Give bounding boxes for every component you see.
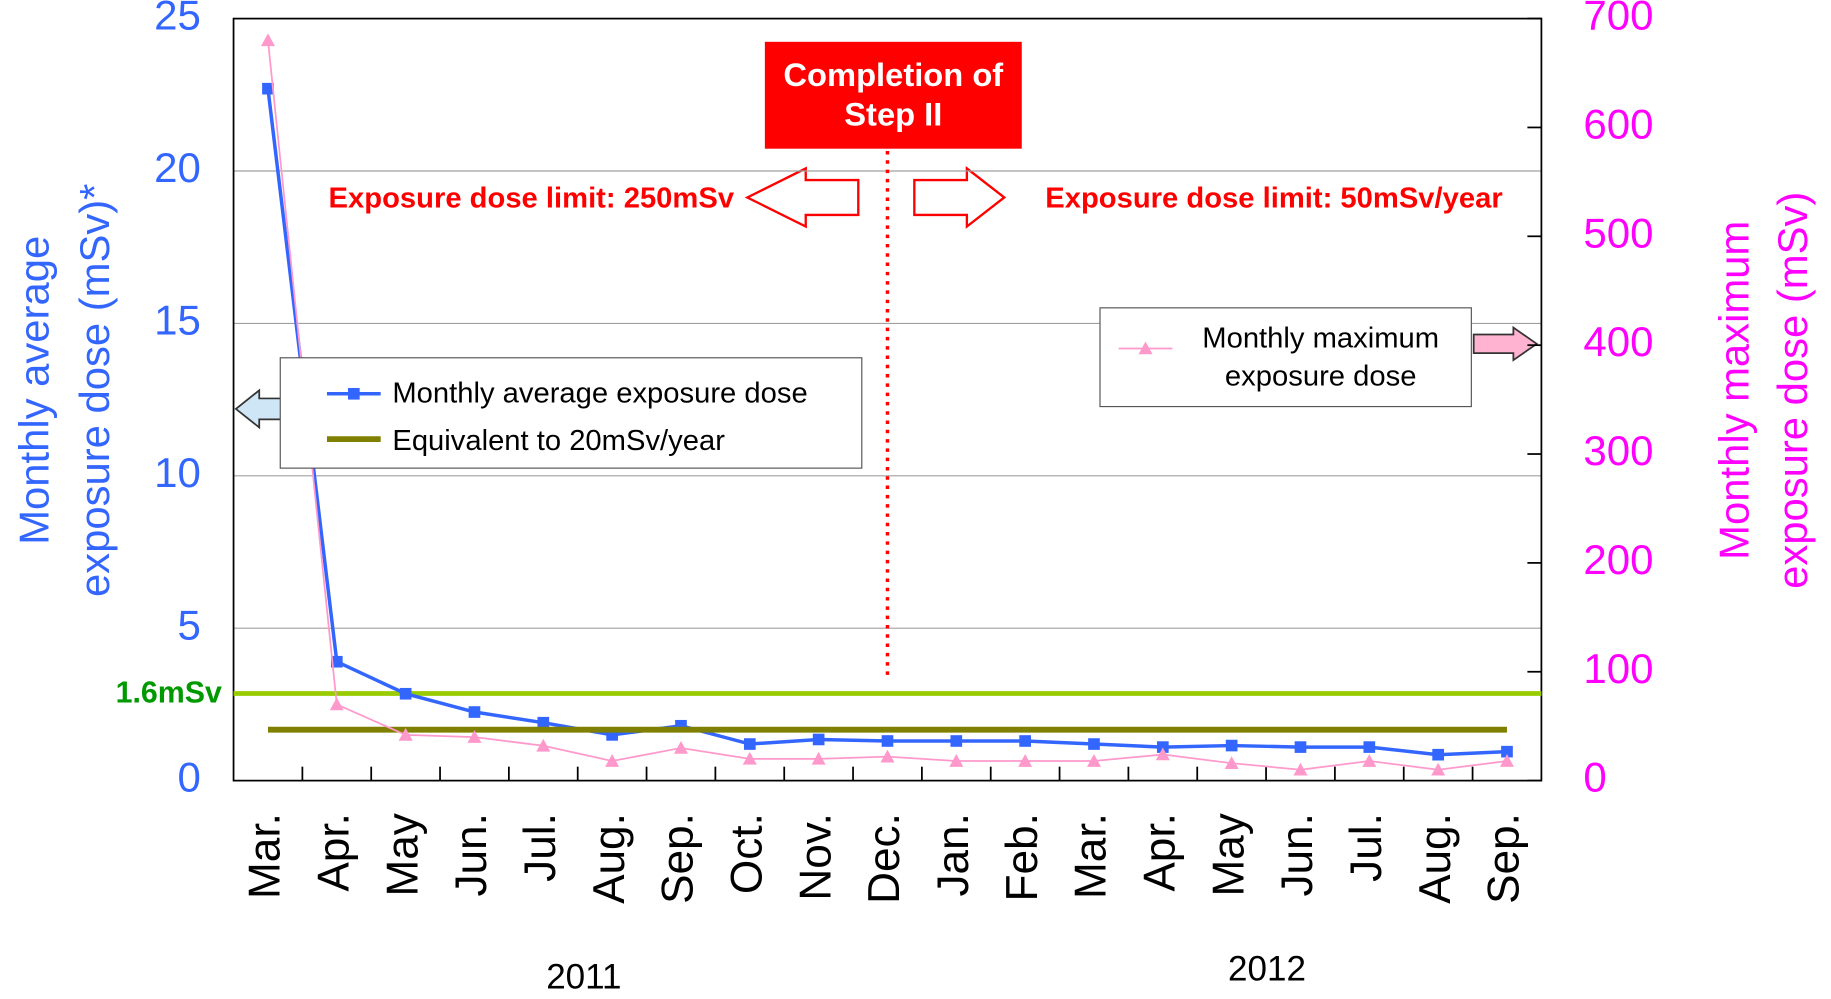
x-tick-label: Apr.	[1135, 813, 1184, 892]
marker	[1155, 747, 1170, 761]
marker	[537, 716, 550, 729]
y2-axis-title: exposure dose (mSv)	[1769, 192, 1816, 589]
marker	[347, 387, 360, 400]
marker	[399, 687, 412, 700]
y2-tick-label: 200	[1583, 536, 1653, 583]
legend-label: Monthly average exposure dose	[392, 378, 807, 410]
marker	[673, 740, 688, 754]
year-label: 2012	[1228, 949, 1306, 988]
x-tick-label: May	[378, 812, 427, 896]
marker	[605, 754, 620, 767]
marker	[1501, 745, 1513, 758]
x-tick-label: Oct.	[722, 813, 771, 894]
legend-box	[1099, 307, 1472, 408]
marker	[606, 729, 618, 741]
x-tick-label: Mar.	[1067, 813, 1116, 899]
x-tick-label: Feb.	[998, 813, 1047, 901]
y2-tick-label: 0	[1583, 754, 1606, 801]
limit-before: Exposure dose limit: 250mSv	[329, 183, 735, 215]
marker	[1362, 754, 1377, 767]
marker	[811, 751, 826, 765]
year-label: 2011	[546, 958, 621, 997]
marker	[675, 719, 687, 732]
y-axis-title: Monthly average	[10, 236, 57, 545]
marker	[742, 751, 757, 765]
marker	[330, 655, 343, 668]
marker	[880, 749, 895, 763]
legend-label-box: Monthly maximum exposure dose	[1202, 321, 1440, 393]
x-tick-label: Jun.	[447, 813, 496, 896]
marker	[812, 733, 825, 746]
marker	[881, 735, 894, 747]
marker	[1432, 748, 1444, 761]
x-tick-label: Jul.	[1342, 813, 1391, 882]
marker	[950, 735, 963, 747]
marker	[949, 754, 964, 767]
legend-box	[279, 357, 863, 469]
marker	[260, 33, 275, 47]
marker	[329, 697, 344, 711]
x-tick-label: Nov.	[791, 813, 840, 900]
marker	[262, 82, 274, 95]
limit-after: Exposure dose limit: 50mSv/year	[1045, 183, 1502, 215]
legend-label: Equivalent to 20mSv/year	[392, 425, 725, 457]
marker	[398, 727, 413, 741]
marker	[1293, 762, 1308, 776]
x-tick-label: Mar.	[241, 813, 290, 899]
marker	[743, 738, 756, 750]
y-tick-label: 10	[154, 449, 201, 496]
marker	[1225, 739, 1238, 752]
marker	[1499, 754, 1514, 767]
marker	[1088, 738, 1100, 750]
marker	[1363, 741, 1376, 753]
reference-label: 1.6mSv	[116, 677, 222, 710]
x-tick-label: May	[1204, 812, 1253, 896]
marker	[1431, 762, 1446, 776]
x-tick-label: Aug.	[1411, 813, 1460, 904]
y-tick-label: 15	[154, 297, 201, 344]
y-tick-label: 0	[177, 754, 200, 801]
marker	[1294, 741, 1307, 753]
marker	[467, 730, 482, 743]
y-tick-label: 5	[177, 601, 200, 648]
marker	[1224, 756, 1239, 770]
y2-tick-label: 100	[1583, 645, 1653, 692]
y2-tick-label: 600	[1583, 101, 1653, 148]
y-tick-label: 25	[154, 0, 201, 39]
y2-tick-label: 300	[1583, 427, 1653, 474]
legend-label: Monthly maximum exposure dose	[1202, 321, 1440, 393]
legend-arrow-right	[1472, 325, 1539, 362]
x-tick-label: Jan.	[929, 813, 978, 896]
y-axis-title: exposure dose (mSv)*	[71, 184, 118, 598]
x-tick-label: Sep.	[1480, 813, 1529, 904]
marker	[1138, 341, 1153, 355]
x-tick-label: Aug.	[585, 813, 634, 904]
y-tick-label: 20	[154, 144, 201, 191]
marker	[1156, 741, 1169, 753]
y2-tick-label: 700	[1583, 0, 1653, 39]
plot-frame	[232, 17, 1543, 782]
arrow-right	[913, 166, 1007, 229]
arrow-left	[744, 166, 860, 229]
marker	[1018, 754, 1033, 767]
y2-tick-label: 400	[1583, 318, 1653, 365]
step-label-box: Completion of Step II	[783, 56, 1004, 133]
marker	[536, 738, 551, 752]
x-tick-label: Jun.	[1273, 813, 1322, 896]
marker	[468, 706, 481, 718]
y2-tick-label: 500	[1583, 209, 1653, 256]
x-tick-label: Jul.	[516, 813, 565, 882]
step-box	[764, 41, 1022, 149]
x-tick-label: Apr.	[309, 813, 358, 892]
step-label: Completion of Step II	[783, 56, 1004, 133]
x-tick-label: Dec.	[860, 813, 909, 904]
marker	[1086, 754, 1101, 767]
x-tick-label: Sep.	[654, 813, 703, 904]
y2-axis-title: Monthly maximum	[1711, 221, 1758, 560]
marker	[1019, 735, 1031, 747]
